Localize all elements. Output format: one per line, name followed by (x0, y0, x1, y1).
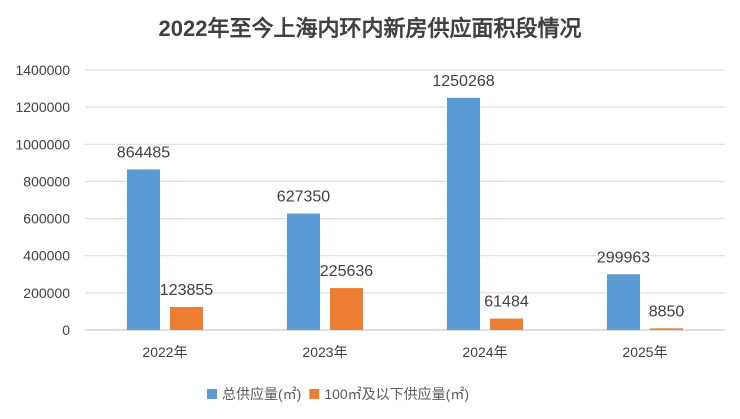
y-tick-label: 600000 (23, 211, 70, 227)
bar-small (650, 328, 683, 330)
y-tick-label: 1200000 (15, 99, 70, 115)
data-label: 627350 (277, 188, 330, 205)
data-label: 61484 (484, 294, 529, 311)
x-tick-label: 2025年 (622, 344, 667, 360)
data-label: 1250268 (432, 73, 494, 90)
data-label: 123855 (160, 282, 213, 299)
y-tick-label: 200000 (23, 285, 70, 301)
x-tick-label: 2024年 (462, 344, 507, 360)
bar-total (127, 169, 160, 330)
y-tick-label: 0 (62, 322, 70, 338)
bar-small (330, 288, 363, 330)
x-tick-label: 2022年 (142, 344, 187, 360)
legend-swatch (207, 389, 217, 399)
y-tick-label: 1400000 (15, 62, 70, 78)
x-tick-label: 2023年 (302, 344, 347, 360)
bar-small (490, 318, 523, 330)
legend-swatch (309, 389, 320, 399)
chart-title: 2022年至今上海内环内新房供应面积段情况 (159, 16, 582, 41)
y-tick-label: 1000000 (15, 136, 70, 152)
bar-total (287, 213, 320, 330)
legend-label: 100㎡及以下供应量(㎡) (324, 386, 469, 402)
bar-total (607, 274, 640, 330)
data-label: 225636 (320, 263, 373, 280)
data-label: 299963 (597, 249, 650, 266)
bar-small (170, 306, 203, 330)
data-label: 864485 (117, 144, 170, 161)
y-tick-label: 400000 (23, 248, 70, 264)
bar-total (447, 97, 480, 330)
y-tick-label: 800000 (23, 173, 70, 189)
legend-label: 总供应量(㎡) (222, 386, 301, 402)
data-label: 8850 (649, 303, 685, 320)
